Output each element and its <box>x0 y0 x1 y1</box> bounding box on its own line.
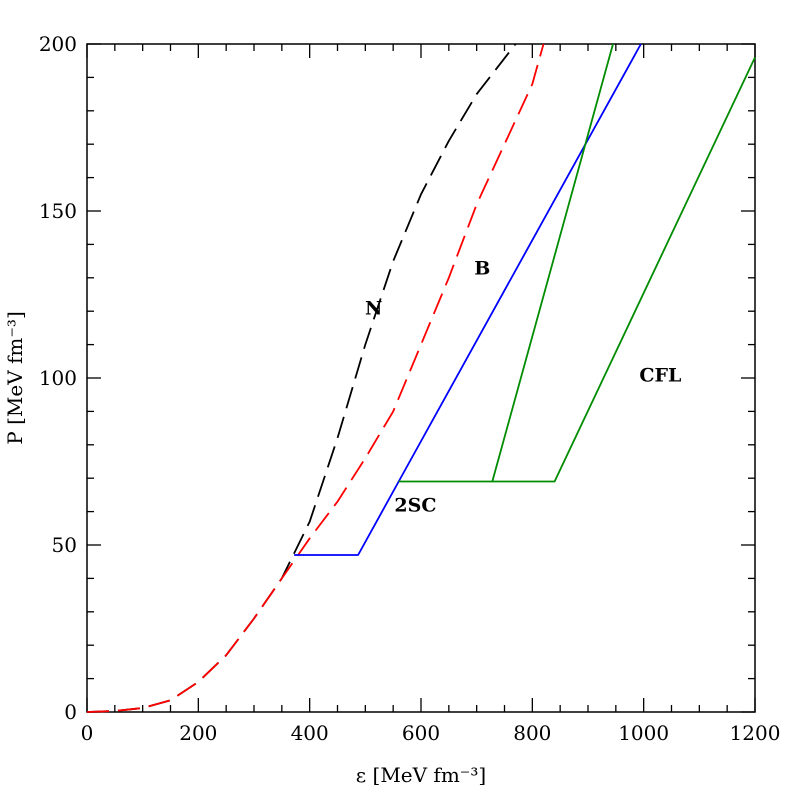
y-tick-label: 150 <box>39 199 77 223</box>
x-tick-label: 400 <box>291 721 329 745</box>
annotation-cfl: CFL <box>639 364 681 386</box>
annotation-n: N <box>365 298 382 320</box>
series-line-cfl-3 <box>398 43 614 483</box>
series-line-2sc-2 <box>294 43 642 556</box>
series-layer <box>86 43 756 713</box>
series-line-cfl-4 <box>492 57 756 483</box>
y-tick-label: 50 <box>52 533 77 557</box>
x-tick-label: 0 <box>81 721 94 745</box>
annotations: N B 2SC CFL <box>365 257 681 516</box>
series-line-n-0 <box>86 43 517 713</box>
annotation-b: B <box>474 257 490 279</box>
series-line-b-1 <box>86 43 545 713</box>
x-tick-label: 800 <box>513 721 551 745</box>
x-tick-label: 200 <box>179 721 217 745</box>
y-tick-label: 200 <box>39 32 77 56</box>
x-tick-label: 1000 <box>618 721 669 745</box>
y-axis-title: P [MeV fm⁻³] <box>3 311 27 444</box>
x-axis-title: ε [MeV fm⁻³] <box>356 763 486 787</box>
annotation-2sc: 2SC <box>394 495 436 517</box>
axis-ticks <box>86 43 756 713</box>
x-tick-label: 600 <box>402 721 440 745</box>
x-tick-label: 1200 <box>730 721 781 745</box>
y-tick-label: 0 <box>64 700 77 724</box>
tick-labels: 0 200 400 600 800 1000 1200 0 50 100 150 200 <box>39 32 781 745</box>
y-tick-label: 100 <box>39 366 77 390</box>
